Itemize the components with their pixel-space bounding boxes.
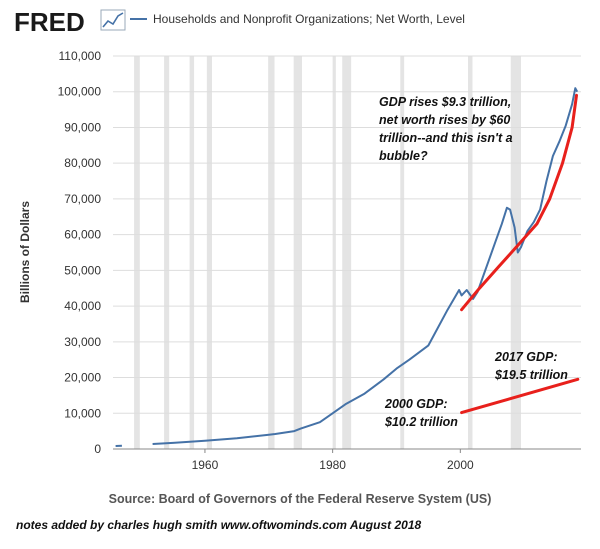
- series-line-net-worth: [152, 87, 579, 445]
- recession-band: [268, 56, 275, 449]
- y-tick-label: 20,000: [64, 371, 101, 385]
- y-tick-label: 80,000: [64, 156, 101, 170]
- y-tick-label: 40,000: [64, 299, 101, 313]
- fred-logo-text: FRED: [14, 7, 85, 37]
- annotation-top-note: GDP rises $9.3 trillion, net worth rises…: [379, 95, 513, 163]
- y-axis-ticks: 0 10,000 20,000 30,000 40,000 50,000 60,000 70,…: [58, 49, 102, 456]
- y-tick-label: 30,000: [64, 335, 101, 349]
- recession-band: [189, 56, 195, 449]
- y-tick-label: 0: [94, 442, 101, 456]
- y-tick-label: 70,000: [64, 192, 101, 206]
- series-lines: [115, 87, 580, 447]
- recession-band: [293, 56, 302, 449]
- x-tick-label: 1960: [192, 458, 219, 472]
- annotation-line: $19.5 trillion: [494, 368, 568, 382]
- x-axis-ticks: 1960 1980 2000: [192, 449, 474, 472]
- x-tick-label: 2000: [447, 458, 474, 472]
- annotation-line: GDP rises $9.3 trillion,: [379, 95, 511, 109]
- recession-band: [206, 56, 212, 449]
- annotation-line: bubble?: [379, 149, 428, 163]
- y-tick-label: 60,000: [64, 228, 101, 242]
- fred-logo: FRED: [14, 7, 126, 37]
- annotation-line: 2000 GDP:: [384, 397, 448, 411]
- annotation-trend-line: [460, 377, 580, 415]
- y-tick-label: 50,000: [64, 263, 101, 277]
- recession-band: [342, 56, 352, 449]
- y-tick-label: 90,000: [64, 120, 101, 134]
- y-tick-label: 100,000: [58, 85, 102, 99]
- annotation-line: $10.2 trillion: [384, 415, 458, 429]
- source-note: Source: Board of Governors of the Federa…: [109, 492, 492, 506]
- legend-series-title: Households and Nonprofit Organizations; …: [153, 12, 465, 26]
- annotation-2000-gdp: 2000 GDP: $10.2 trillion: [384, 397, 458, 429]
- recession-bands: [134, 56, 521, 449]
- recession-band: [467, 56, 473, 449]
- x-tick-label: 1980: [319, 458, 346, 472]
- annotation-line: 2017 GDP:: [494, 350, 558, 364]
- recession-band: [134, 56, 140, 449]
- recession-band: [332, 56, 336, 449]
- fred-logo-line-icon: [102, 12, 124, 28]
- y-axis-label: Billions of Dollars: [18, 201, 32, 303]
- fred-logo-graph-icon: [100, 9, 126, 31]
- recession-band: [400, 56, 405, 449]
- annotation-trend-line: [460, 93, 578, 312]
- annotation-line: trillion--and this isn't a: [379, 131, 513, 145]
- annotation-2017-gdp: 2017 GDP: $19.5 trillion: [494, 350, 568, 382]
- recession-band: [510, 56, 521, 449]
- y-tick-label: 10,000: [64, 406, 101, 420]
- recession-band: [164, 56, 170, 449]
- y-tick-label: 110,000: [59, 49, 102, 63]
- annotation-line: net worth rises by $60: [379, 113, 510, 127]
- credit-note: notes added by charles hugh smith www.of…: [16, 518, 421, 532]
- gridlines: [113, 55, 581, 450]
